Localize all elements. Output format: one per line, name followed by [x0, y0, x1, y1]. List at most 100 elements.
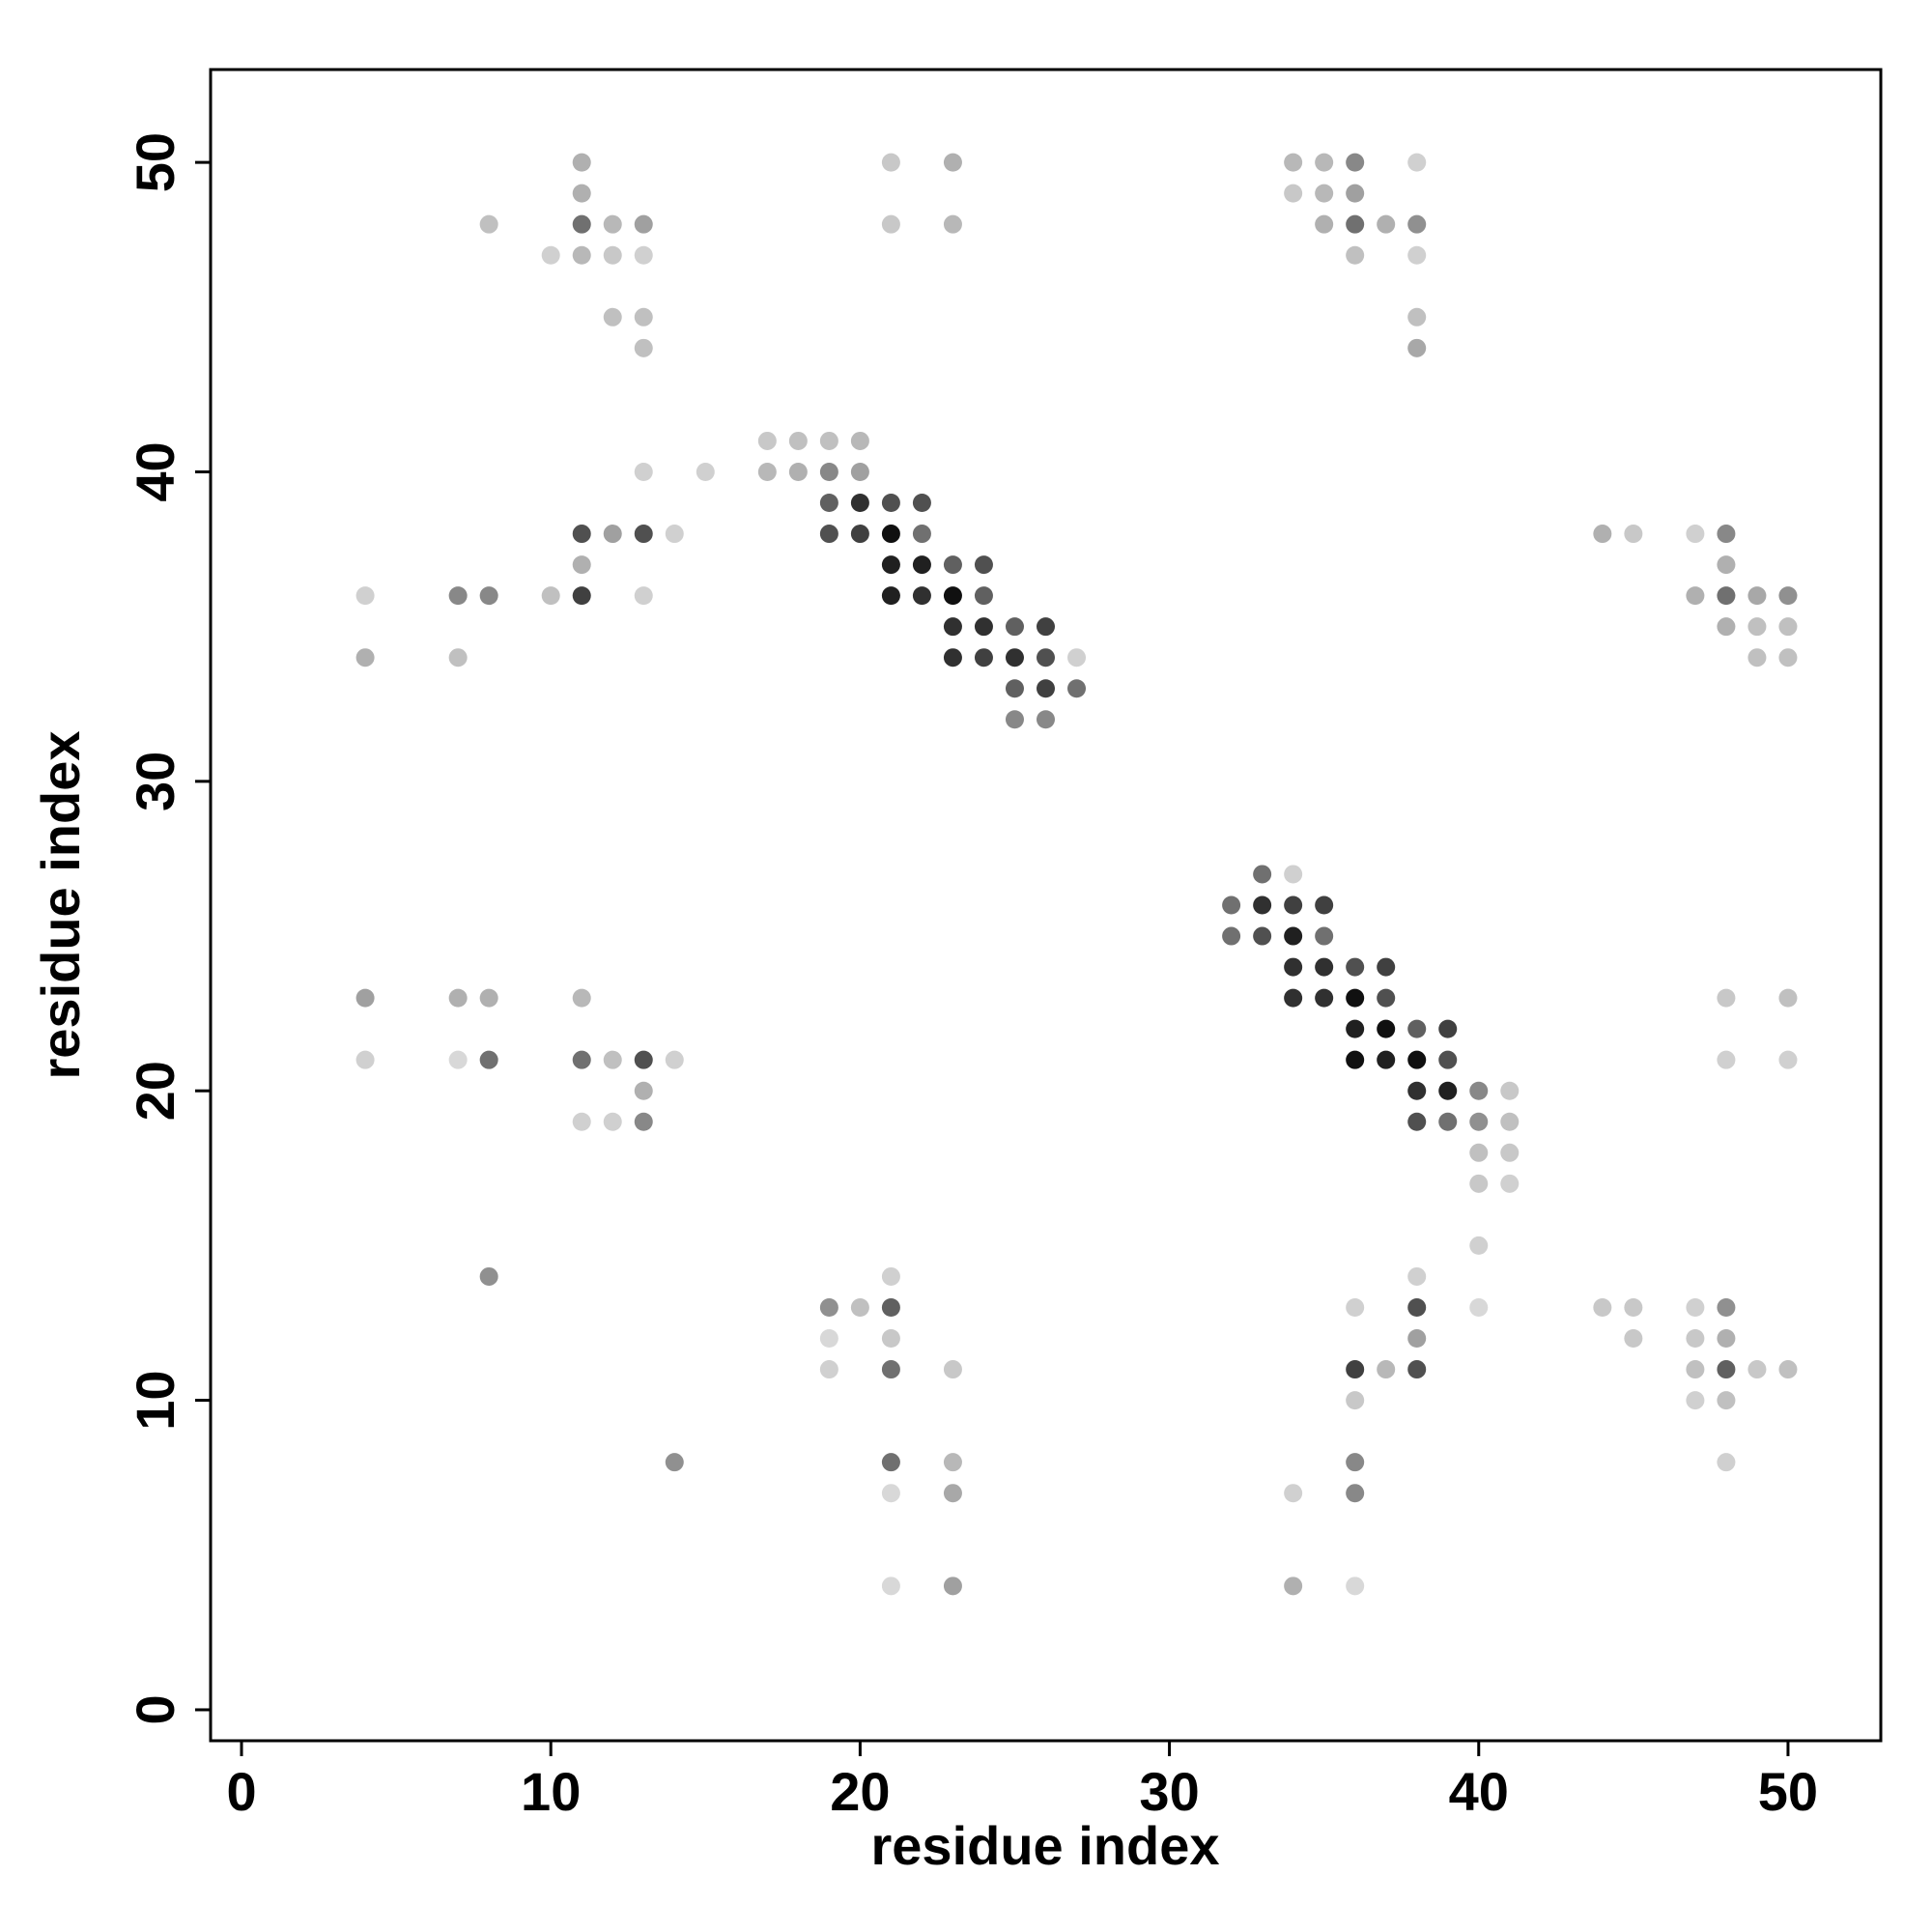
contact-point: [819, 431, 838, 450]
contact-point: [1717, 1329, 1736, 1349]
contact-point: [881, 1453, 900, 1472]
contact-point: [1500, 1081, 1520, 1100]
contact-point: [1624, 1329, 1643, 1349]
contact-point: [881, 214, 900, 234]
contact-point: [603, 525, 622, 544]
contact-point: [634, 245, 653, 265]
contact-point: [355, 586, 375, 606]
contact-point: [1346, 1453, 1365, 1472]
contact-point: [1469, 1143, 1489, 1162]
contact-point: [1469, 1174, 1489, 1193]
contact-point: [1377, 957, 1396, 977]
contact-point: [1253, 895, 1272, 915]
contact-point: [881, 586, 900, 606]
x-axis-label: residue index: [870, 1815, 1219, 1876]
contact-point: [1284, 957, 1303, 977]
contact-point: [572, 555, 591, 575]
contact-point: [1778, 586, 1798, 606]
contact-point: [1747, 586, 1767, 606]
contact-point: [1717, 1453, 1736, 1472]
contact-point: [1346, 184, 1365, 203]
contact-point: [943, 1453, 962, 1472]
contact-point: [355, 648, 375, 668]
contact-point: [1067, 648, 1087, 668]
contact-point: [1284, 988, 1303, 1008]
contact-point: [1407, 338, 1427, 357]
contact-point: [850, 462, 869, 481]
contact-point: [819, 1329, 838, 1349]
contact-point: [572, 586, 591, 606]
contact-point: [603, 1112, 622, 1131]
contact-point: [1717, 1360, 1736, 1379]
contact-point: [1747, 648, 1767, 668]
contact-point: [1346, 988, 1365, 1008]
contact-point: [1717, 988, 1736, 1008]
y-axis-label: residue index: [30, 730, 91, 1079]
contact-point: [665, 1453, 684, 1472]
y-tick-label: 30: [125, 752, 185, 811]
contact-point: [1377, 988, 1396, 1008]
contact-point: [943, 648, 962, 668]
contact-point: [819, 462, 838, 481]
contact-point: [1686, 1329, 1705, 1349]
contact-point: [912, 525, 931, 544]
contact-point: [479, 988, 498, 1008]
contact-point: [634, 1081, 653, 1100]
contact-point: [572, 214, 591, 234]
contact-point: [572, 245, 591, 265]
contact-point: [1346, 1297, 1365, 1317]
contact-point: [1407, 153, 1427, 172]
contact-point: [943, 214, 962, 234]
contact-point: [1717, 1050, 1736, 1069]
contact-point: [912, 586, 931, 606]
contact-point: [479, 1266, 498, 1286]
contact-point: [572, 1050, 591, 1069]
contact-point: [1778, 988, 1798, 1008]
contact-point: [479, 214, 498, 234]
contact-point: [1222, 926, 1241, 946]
contact-point: [1346, 1577, 1365, 1596]
contact-point: [1747, 617, 1767, 637]
contact-point: [1407, 245, 1427, 265]
contact-point: [757, 431, 777, 450]
contact-point: [1686, 525, 1705, 544]
contact-point: [850, 431, 869, 450]
contact-point: [943, 586, 962, 606]
contact-point: [1747, 1360, 1767, 1379]
contact-point: [881, 1266, 900, 1286]
contact-point: [1346, 957, 1365, 977]
contact-point: [1377, 214, 1396, 234]
contact-point: [974, 617, 993, 637]
contact-point: [1284, 926, 1303, 946]
contact-point: [1037, 710, 1055, 729]
contact-point: [634, 586, 653, 606]
contact-point: [634, 1050, 653, 1069]
contact-point: [1469, 1236, 1489, 1255]
contact-point: [1624, 525, 1643, 544]
contact-point: [479, 1050, 498, 1069]
contact-point: [1686, 586, 1705, 606]
contact-point: [572, 1112, 591, 1131]
contact-point: [696, 462, 715, 481]
contact-point: [1284, 895, 1303, 915]
contact-point: [634, 338, 653, 357]
contact-point: [943, 153, 962, 172]
contact-point: [881, 494, 900, 513]
contact-point: [634, 525, 653, 544]
contact-point: [1438, 1112, 1458, 1131]
contact-point: [1717, 1391, 1736, 1410]
contact-point: [881, 1329, 900, 1349]
contact-point: [881, 525, 900, 544]
contact-point: [1346, 1360, 1365, 1379]
contact-point: [1778, 617, 1798, 637]
contact-point: [1315, 214, 1334, 234]
contact-point: [1500, 1112, 1520, 1131]
contact-point: [850, 494, 869, 513]
contact-point: [1315, 957, 1334, 977]
contact-point: [1377, 1050, 1396, 1069]
contact-point: [912, 494, 931, 513]
contact-point: [1005, 617, 1024, 637]
contact-point: [1346, 1019, 1365, 1038]
